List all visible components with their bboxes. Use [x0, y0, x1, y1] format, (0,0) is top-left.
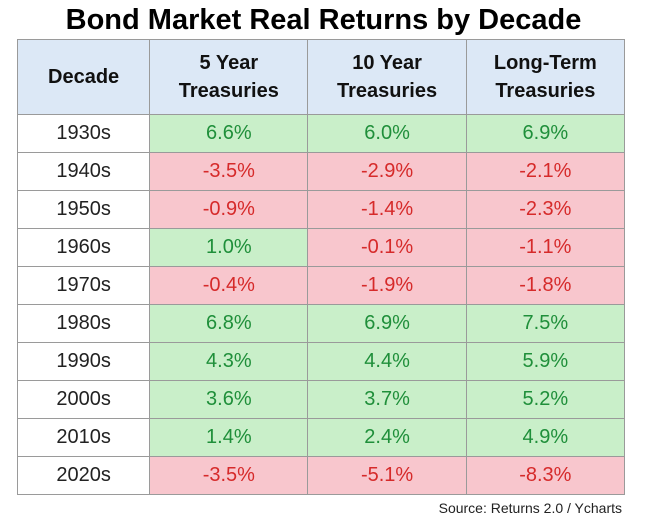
return-value-cell: 6.9% [465, 114, 626, 153]
return-value-cell: -0.4% [149, 266, 309, 305]
table-row: 1930s 6.6% 6.0% 6.9% [16, 114, 626, 153]
source-note: Source: Returns 2.0 / Ycharts [438, 500, 622, 516]
return-value-cell: -2.3% [465, 190, 626, 229]
decade-cell: 1970s [16, 266, 151, 305]
header-10-year: 10 Year Treasuries [307, 39, 467, 115]
return-value-cell: 2.4% [307, 418, 467, 457]
table-row: 2010s 1.4% 2.4% 4.9% [16, 418, 626, 457]
return-value-cell: -2.9% [307, 152, 467, 191]
return-value-cell: -1.4% [307, 190, 467, 229]
return-value-cell: 6.8% [149, 304, 309, 343]
return-value-cell: -1.8% [465, 266, 626, 305]
return-value-cell: 7.5% [465, 304, 626, 343]
return-value-cell: 4.4% [307, 342, 467, 381]
return-value-cell: -3.5% [149, 456, 309, 495]
return-value-cell: -3.5% [149, 152, 309, 191]
table-body: 1930s 6.6% 6.0% 6.9% 1940s -3.5% -2.9% -2.1% 195… [16, 114, 626, 495]
decade-cell: 1960s [16, 228, 151, 267]
return-value-cell: 6.9% [307, 304, 467, 343]
returns-table: Decade 5 Year Treasuries 10 Year Treasur… [16, 39, 626, 495]
decade-cell: 1990s [16, 342, 151, 381]
return-value-cell: 5.2% [465, 380, 626, 419]
return-value-cell: 6.6% [149, 114, 309, 153]
decade-cell: 1950s [16, 190, 151, 229]
return-value-cell: 6.0% [307, 114, 467, 153]
return-value-cell: -8.3% [465, 456, 626, 495]
return-value-cell: 5.9% [465, 342, 626, 381]
decade-cell: 1930s [16, 114, 151, 153]
return-value-cell: -1.9% [307, 266, 467, 305]
return-value-cell: 3.7% [307, 380, 467, 419]
return-value-cell: 4.3% [149, 342, 309, 381]
header-5-year: 5 Year Treasuries [149, 39, 309, 115]
return-value-cell: -2.1% [465, 152, 626, 191]
return-value-cell: 3.6% [149, 380, 309, 419]
decade-cell: 1940s [16, 152, 151, 191]
header-decade: Decade [16, 39, 151, 115]
return-value-cell: -0.1% [307, 228, 467, 267]
return-value-cell: 1.0% [149, 228, 309, 267]
return-value-cell: 4.9% [465, 418, 626, 457]
chart-title: Bond Market Real Returns by Decade [65, 4, 582, 36]
return-value-cell: -5.1% [307, 456, 467, 495]
table-row: 1950s -0.9% -1.4% -2.3% [16, 190, 626, 229]
return-value-cell: -1.1% [465, 228, 626, 267]
table-row: 2020s -3.5% -5.1% -8.3% [16, 456, 626, 495]
table-row: 1940s -3.5% -2.9% -2.1% [16, 152, 626, 191]
return-value-cell: -0.9% [149, 190, 309, 229]
header-row: Decade 5 Year Treasuries 10 Year Treasur… [16, 39, 626, 115]
decade-cell: 2000s [16, 380, 151, 419]
table-row: 1980s 6.8% 6.9% 7.5% [16, 304, 626, 343]
return-value-cell: 1.4% [149, 418, 309, 457]
table-row: 1990s 4.3% 4.4% 5.9% [16, 342, 626, 381]
decade-cell: 2020s [16, 456, 151, 495]
decade-cell: 2010s [16, 418, 151, 457]
table-row: 2000s 3.6% 3.7% 5.2% [16, 380, 626, 419]
decade-cell: 1980s [16, 304, 151, 343]
header-long-term: Long-Term Treasuries [465, 39, 626, 115]
table-row: 1960s 1.0% -0.1% -1.1% [16, 228, 626, 267]
table-row: 1970s -0.4% -1.9% -1.8% [16, 266, 626, 305]
